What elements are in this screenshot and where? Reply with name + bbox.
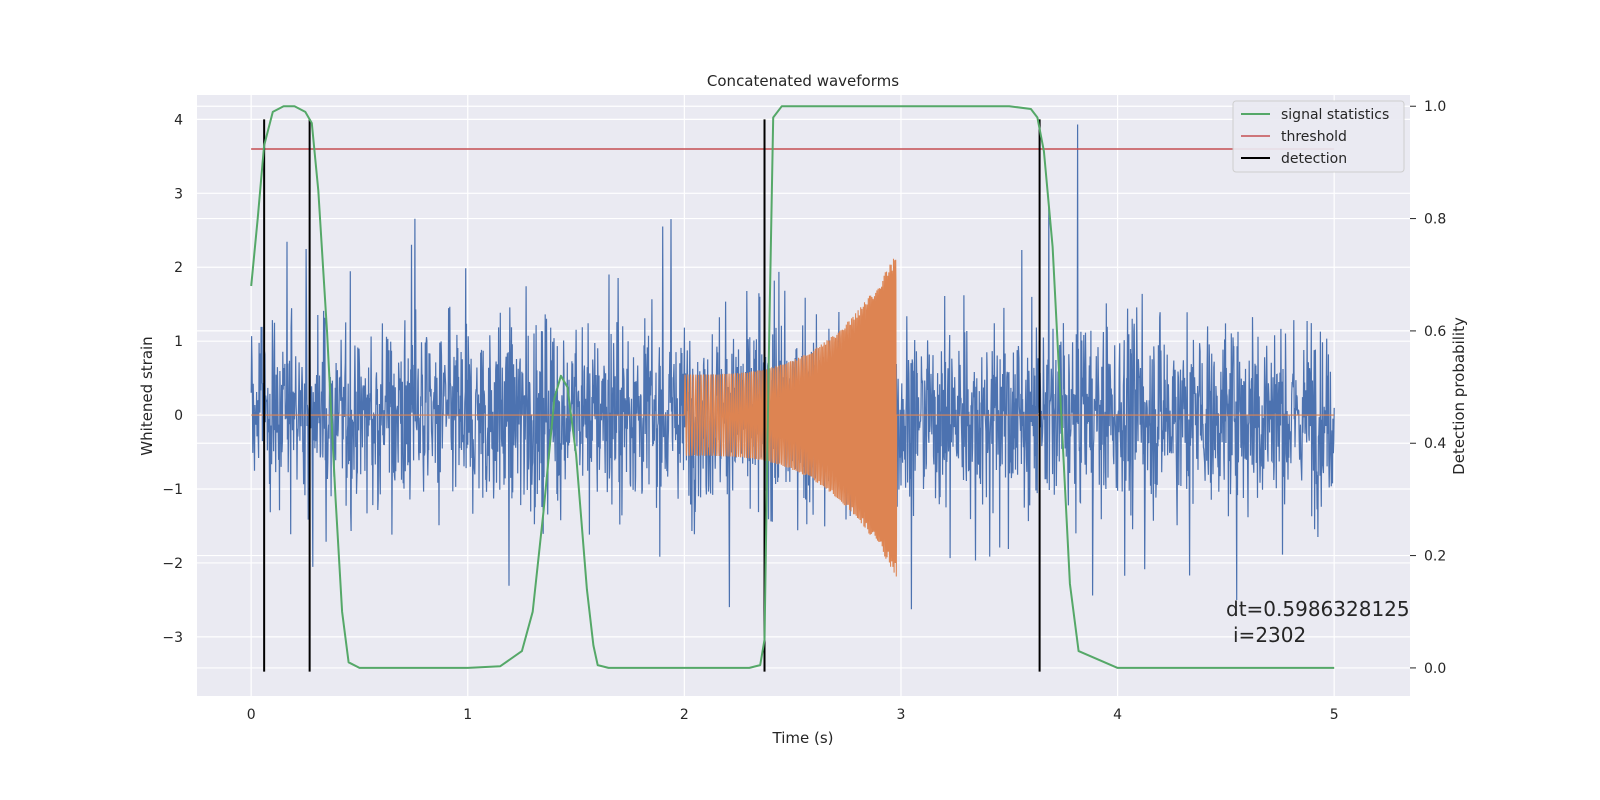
injection-series-line	[251, 258, 1335, 577]
y-tick-label: 2	[174, 260, 183, 276]
legend-label-threshold: threshold	[1281, 129, 1347, 145]
signal-statistics-line	[250, 105, 1335, 669]
legend-label-detection: detection	[1281, 151, 1347, 167]
y-tick-label: −1	[162, 482, 183, 498]
x-tick-label: 3	[897, 707, 906, 723]
plot-area	[250, 105, 1335, 672]
legend-box	[1232, 100, 1405, 173]
legend-label-signal-statistics: signal statistics	[1281, 107, 1389, 123]
right-tick-label: 0.0	[1424, 661, 1446, 677]
x-tick-label: 1	[463, 707, 472, 723]
y-tick-label: 3	[174, 186, 183, 202]
x-tick-label: 0	[247, 707, 256, 723]
right-tick-label: 0.4	[1424, 436, 1446, 452]
y-axis-label: Whitened strain	[138, 336, 156, 455]
y-tick-label: 1	[174, 334, 183, 350]
index-annotation: i=2302	[1233, 623, 1306, 647]
right-axis-label: Detection probability	[1450, 317, 1468, 475]
y-tick-label: −2	[162, 556, 183, 572]
x-tick-label: 2	[680, 707, 689, 723]
y-tick-label: −3	[162, 630, 183, 646]
legend: signal statistics threshold detection	[1232, 100, 1405, 173]
right-tick-label: 0.6	[1424, 324, 1446, 340]
x-tick-label: 5	[1330, 707, 1339, 723]
chart-title: Concatenated waveforms	[707, 72, 899, 90]
y-tick-label: 4	[174, 112, 183, 128]
right-tick-label: 1.0	[1424, 99, 1446, 115]
right-axis-ticks: 0.0 0.2 0.4 0.6 0.8 1.0	[1410, 99, 1446, 677]
x-axis-label: Time (s)	[772, 729, 834, 747]
x-tick-label: 4	[1113, 707, 1122, 723]
x-axis-ticks: 0 1 2 3 4 5	[247, 707, 1339, 723]
right-tick-label: 0.2	[1424, 549, 1446, 565]
y-axis-ticks: −3 −2 −1 0 1 2 3 4	[162, 112, 183, 645]
y-tick-label: 0	[174, 408, 183, 424]
dt-annotation: dt=0.5986328125	[1226, 597, 1410, 621]
right-tick-label: 0.8	[1424, 212, 1446, 228]
